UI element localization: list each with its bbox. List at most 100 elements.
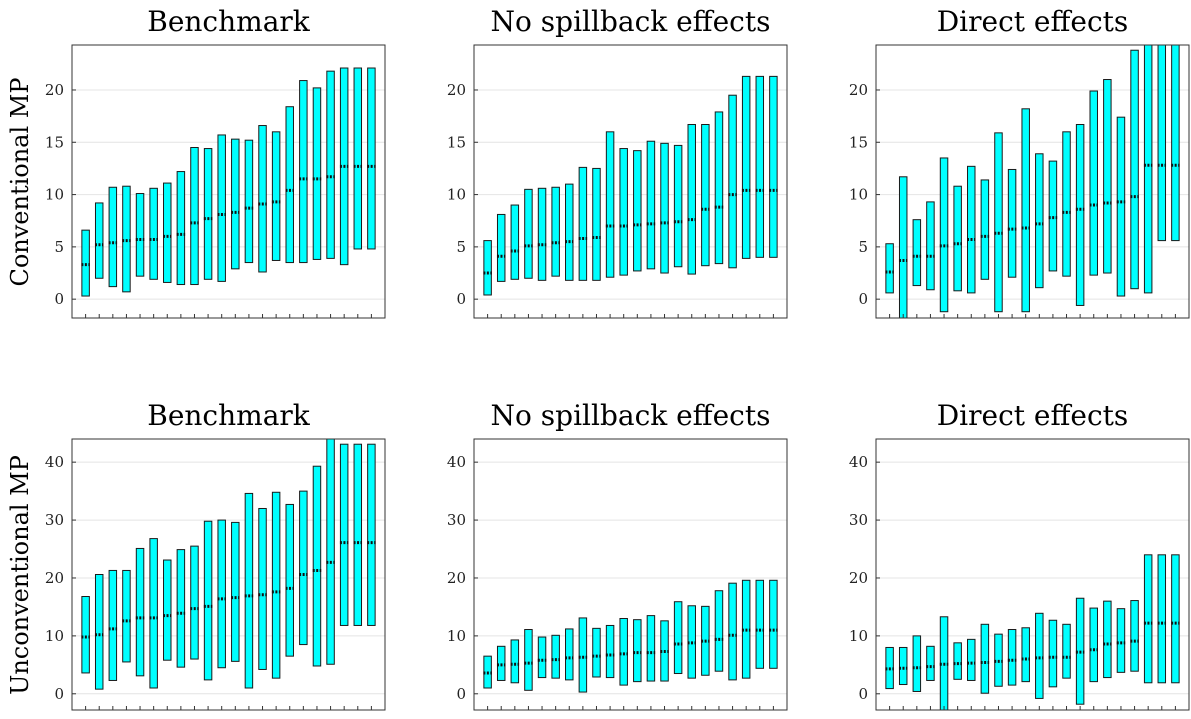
range-bar xyxy=(1171,45,1180,242)
range-bar xyxy=(728,94,737,269)
range-bar xyxy=(1062,131,1071,277)
range-bar xyxy=(714,590,724,672)
panel-title: Benchmark xyxy=(147,5,311,38)
range-bar xyxy=(619,148,628,276)
range-bar xyxy=(673,144,683,268)
range-bar xyxy=(1143,45,1153,294)
range-bar xyxy=(741,75,751,259)
y-tick-label: 5 xyxy=(858,238,868,256)
range-bar xyxy=(135,193,145,277)
range-bar xyxy=(551,186,560,277)
range-bar xyxy=(149,187,158,280)
range-bar xyxy=(1048,619,1058,688)
range-bar xyxy=(701,123,710,267)
range-bar xyxy=(646,615,656,682)
range-bar xyxy=(190,545,199,660)
range-bar xyxy=(769,75,778,258)
range-bar xyxy=(1143,554,1153,684)
range-bar xyxy=(1157,554,1167,684)
range-bar xyxy=(339,443,349,626)
range-bar xyxy=(367,443,376,626)
range-bar xyxy=(163,182,172,283)
range-bar xyxy=(203,520,213,681)
panel-title: Benchmark xyxy=(147,399,311,432)
range-bar xyxy=(231,138,240,270)
range-bar xyxy=(565,628,574,681)
y-tick-label: 15 xyxy=(849,133,868,151)
range-bar xyxy=(926,201,935,291)
axes-frame xyxy=(875,438,1190,711)
range-bar xyxy=(939,157,949,313)
range-bar xyxy=(122,569,131,663)
range-bar xyxy=(326,70,335,259)
range-bar xyxy=(912,219,922,287)
bar-group xyxy=(81,67,376,297)
range-bar xyxy=(1103,79,1112,274)
bar-group xyxy=(885,45,1180,318)
range-bar xyxy=(926,645,935,681)
range-bar xyxy=(646,140,656,270)
range-bar xyxy=(496,213,506,282)
axes-frame xyxy=(71,44,386,319)
range-bar xyxy=(258,507,267,670)
y-tick-label: 40 xyxy=(849,453,868,471)
range-bar xyxy=(551,634,560,679)
range-bar xyxy=(967,638,976,681)
range-bar xyxy=(483,240,492,296)
y-tick-label: 20 xyxy=(45,81,64,99)
range-bar xyxy=(312,87,322,260)
range-bar xyxy=(367,67,376,250)
range-bar xyxy=(1116,608,1126,673)
y-tick-label: 30 xyxy=(447,511,466,529)
range-bar xyxy=(1021,627,1030,683)
range-bar xyxy=(190,147,199,286)
range-bar xyxy=(660,142,669,274)
y-tick-label: 15 xyxy=(45,133,64,151)
range-bar xyxy=(980,179,990,280)
range-bar xyxy=(231,521,240,662)
bar-group xyxy=(483,75,778,296)
y-tick-label: 0 xyxy=(858,685,868,703)
range-bar xyxy=(619,618,628,686)
bar-group xyxy=(885,554,1180,710)
range-bar xyxy=(217,134,226,282)
range-bar xyxy=(1075,123,1085,306)
range-bar xyxy=(510,639,520,684)
range-bar xyxy=(1130,49,1139,290)
y-tick-label: 20 xyxy=(447,569,466,587)
range-bar xyxy=(1089,607,1098,683)
range-bar xyxy=(953,642,962,680)
range-bar xyxy=(326,439,335,665)
axes-frame xyxy=(875,44,1190,319)
range-bar xyxy=(176,549,186,668)
range-bar xyxy=(1103,600,1112,679)
range-bar xyxy=(285,106,294,264)
row-label-conventional: Conventional MP xyxy=(6,77,34,286)
range-bar xyxy=(885,243,894,294)
range-bar xyxy=(108,569,118,681)
y-tick-label: 10 xyxy=(45,627,64,645)
range-bar xyxy=(122,185,131,293)
range-bar xyxy=(1007,629,1017,686)
y-tick-label: 20 xyxy=(45,569,64,587)
range-bar xyxy=(312,465,322,667)
range-bar xyxy=(299,80,308,264)
range-bar xyxy=(510,204,520,280)
range-bar xyxy=(258,125,267,273)
range-bar xyxy=(967,165,976,294)
y-tick-label: 10 xyxy=(849,186,868,204)
y-tick-label: 20 xyxy=(447,81,466,99)
range-bar xyxy=(1007,168,1017,278)
range-bar xyxy=(299,490,308,646)
range-bar xyxy=(94,574,104,690)
range-bar xyxy=(285,503,294,657)
range-bar xyxy=(1116,116,1126,297)
y-tick-label: 0 xyxy=(54,685,64,703)
range-bar xyxy=(714,111,724,265)
y-tick-label: 10 xyxy=(849,627,868,645)
range-bar xyxy=(81,229,90,297)
range-bar xyxy=(980,623,990,694)
range-bar xyxy=(537,636,547,679)
y-tick-label: 40 xyxy=(447,453,466,471)
